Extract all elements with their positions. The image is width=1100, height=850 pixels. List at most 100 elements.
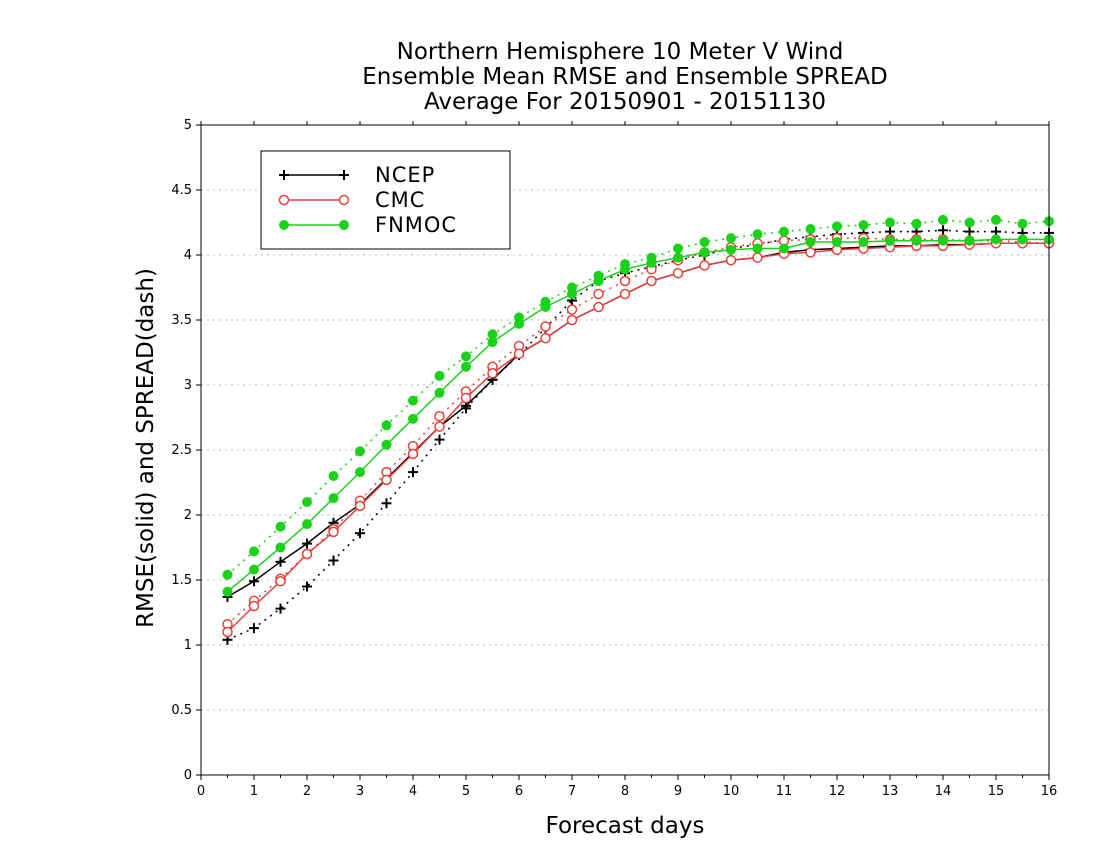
cmc-rmse-point bbox=[725, 254, 737, 266]
fnmoc-spread-point bbox=[752, 229, 763, 240]
cmc-rmse-point bbox=[593, 301, 604, 313]
cmc-rmse-point bbox=[328, 526, 339, 538]
fnmoc-spread-point bbox=[885, 217, 895, 228]
fnmoc-rmse-point bbox=[779, 243, 789, 254]
cmc-rmse-point bbox=[381, 474, 392, 486]
cmc-rmse-point bbox=[301, 548, 313, 560]
cmc-rmse-point bbox=[222, 626, 233, 638]
y-tick-label: 4 bbox=[184, 248, 192, 263]
ncep-rmse-point bbox=[302, 538, 312, 549]
fnmoc-spread-point bbox=[434, 370, 445, 381]
cmc-rmse-point bbox=[434, 421, 445, 432]
fnmoc-rmse-line bbox=[227, 238, 1049, 593]
cmc-rmse-point bbox=[460, 392, 472, 404]
x-tick-label: 8 bbox=[621, 784, 629, 799]
y-axis-label: RMSE(solid) and SPREAD(dash) bbox=[133, 268, 159, 628]
cmc-rmse-point bbox=[672, 267, 684, 279]
legend-marker-ncep bbox=[339, 170, 349, 180]
x-tick-label: 15 bbox=[988, 784, 1005, 799]
x-tick-label: 10 bbox=[723, 784, 740, 799]
fnmoc-rmse-point bbox=[328, 493, 339, 504]
fnmoc-rmse-point bbox=[222, 586, 233, 597]
ncep-rmse-line bbox=[227, 242, 1049, 598]
ncep-spread-point bbox=[275, 603, 286, 614]
fnmoc-rmse-point bbox=[964, 235, 975, 246]
fnmoc-rmse-point bbox=[381, 439, 392, 450]
legend-marker-cmc bbox=[338, 194, 350, 206]
ncep-spread-point bbox=[381, 498, 392, 509]
x-axis-label: Forecast days bbox=[546, 813, 705, 839]
cmc-rmse-point bbox=[275, 576, 286, 587]
fnmoc-rmse-point bbox=[620, 264, 630, 275]
fnmoc-spread-point bbox=[408, 395, 418, 406]
fnmoc-rmse-point bbox=[487, 337, 498, 348]
cmc-spread-point bbox=[566, 304, 578, 315]
x-tick-label: 9 bbox=[674, 784, 682, 799]
y-tick-label: 1 bbox=[184, 638, 192, 653]
cmc-rmse-point bbox=[805, 247, 816, 258]
ncep-spread-point bbox=[938, 225, 948, 236]
fnmoc-spread-point bbox=[673, 243, 683, 254]
ncep-rmse-point bbox=[249, 576, 259, 587]
fnmoc-rmse-point bbox=[646, 257, 657, 268]
cmc-rmse-point bbox=[752, 252, 763, 263]
fnmoc-rmse-point bbox=[938, 235, 948, 246]
ncep-spread-point bbox=[434, 434, 445, 445]
y-tick-label: 3.5 bbox=[171, 313, 192, 328]
y-tick-label: 0.5 bbox=[171, 703, 192, 718]
legend-label-fnmoc: FNMOC bbox=[375, 213, 457, 237]
fnmoc-rmse-point bbox=[991, 234, 1001, 245]
y-tick-label: 4.5 bbox=[171, 183, 192, 198]
fnmoc-spread-point bbox=[381, 420, 392, 431]
fnmoc-rmse-point bbox=[567, 289, 577, 299]
ncep-spread-line bbox=[227, 229, 1049, 641]
title-line-1: Northern Hemisphere 10 Meter V Wind bbox=[397, 39, 844, 65]
x-tick-label: 13 bbox=[882, 784, 899, 799]
fnmoc-rmse-point bbox=[408, 413, 418, 424]
x-tick-label: 3 bbox=[356, 784, 364, 799]
fnmoc-rmse-point bbox=[752, 243, 763, 254]
fnmoc-rmse-point bbox=[461, 361, 471, 372]
y-tick-label: 1.5 bbox=[171, 573, 192, 588]
fnmoc-spread-point bbox=[964, 217, 975, 228]
x-tick-label: 6 bbox=[515, 784, 523, 799]
fnmoc-rmse-point bbox=[726, 244, 736, 255]
x-tick-label: 7 bbox=[568, 784, 576, 799]
cmc-spread-point bbox=[540, 321, 551, 332]
fnmoc-rmse-point bbox=[1017, 234, 1028, 245]
cmc-rmse-point bbox=[248, 600, 260, 612]
cmc-spread-point bbox=[434, 410, 445, 422]
cmc-rmse-point bbox=[513, 348, 525, 360]
fnmoc-spread-point bbox=[275, 521, 286, 532]
y-tick-label: 3 bbox=[184, 378, 192, 393]
y-tick-label: 5 bbox=[184, 118, 192, 133]
fnmoc-spread-point bbox=[858, 220, 869, 231]
fnmoc-rmse-point bbox=[275, 542, 286, 553]
fnmoc-spread-point bbox=[249, 546, 259, 557]
ncep-spread-point bbox=[964, 226, 975, 237]
x-tick-label: 1 bbox=[250, 784, 258, 799]
fnmoc-spread-point bbox=[1017, 218, 1028, 229]
fnmoc-spread-point bbox=[991, 214, 1001, 225]
chart-title: Northern Hemisphere 10 Meter V Wind Ense… bbox=[362, 39, 887, 115]
y-tick-label: 0 bbox=[184, 768, 192, 783]
fnmoc-rmse-point bbox=[434, 387, 445, 398]
fnmoc-rmse-point bbox=[355, 467, 365, 478]
fnmoc-spread-point bbox=[328, 471, 339, 481]
cmc-spread-point bbox=[619, 275, 631, 287]
ncep-spread-point bbox=[302, 581, 312, 592]
x-tick-label: 5 bbox=[462, 784, 470, 799]
cmc-rmse-point bbox=[354, 500, 366, 512]
x-tick-label: 12 bbox=[829, 784, 846, 799]
cmc-rmse-point bbox=[407, 448, 419, 460]
legend-marker-ncep bbox=[279, 170, 289, 180]
fnmoc-rmse-point bbox=[593, 276, 604, 286]
fnmoc-rmse-point bbox=[911, 235, 922, 246]
fnmoc-spread-point bbox=[461, 351, 471, 362]
fnmoc-rmse-point bbox=[302, 519, 312, 530]
fnmoc-spread-line bbox=[227, 219, 1050, 576]
y-axis: 0 0.5 1 1.5 2 2.5 3 3.5 4 4.5 5 bbox=[171, 118, 201, 783]
fnmoc-rmse-point bbox=[249, 564, 259, 575]
cmc-rmse-point bbox=[540, 332, 551, 344]
